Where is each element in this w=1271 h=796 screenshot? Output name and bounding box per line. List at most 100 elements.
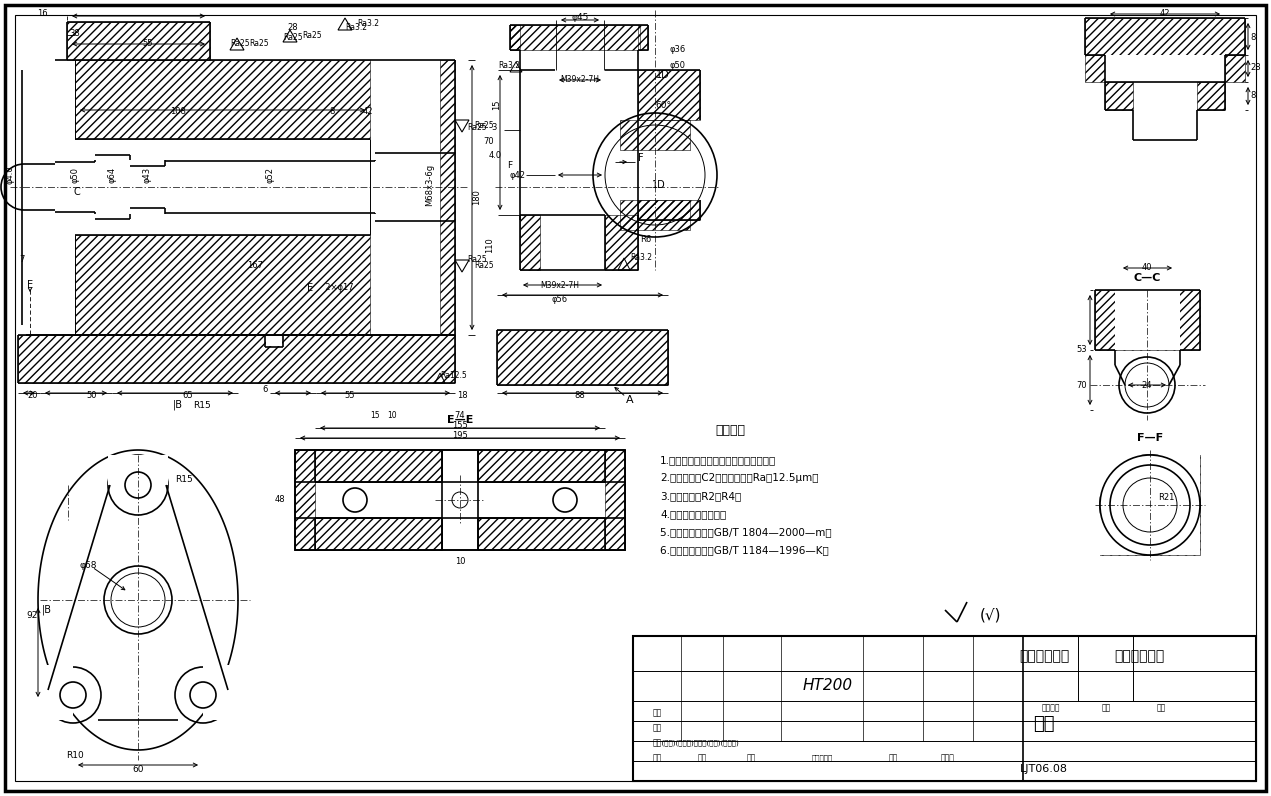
Text: 16: 16 <box>37 10 47 18</box>
Text: φ50: φ50 <box>670 60 686 69</box>
Text: 5.未注尺寸公差按GB/T 1804—2000—m。: 5.未注尺寸公差按GB/T 1804—2000—m。 <box>660 527 831 537</box>
Bar <box>1104 55 1225 82</box>
Text: 附极标记: 附极标记 <box>1042 704 1060 712</box>
Text: 70: 70 <box>1077 380 1087 389</box>
Text: φ50: φ50 <box>70 167 80 183</box>
Text: Ra25: Ra25 <box>466 256 487 264</box>
Text: 8: 8 <box>1249 33 1256 41</box>
Text: 处数: 处数 <box>698 754 707 763</box>
Bar <box>638 25 648 50</box>
Text: 标记: 标记 <box>652 754 662 763</box>
Text: A: A <box>627 395 634 405</box>
Text: E: E <box>27 280 33 290</box>
Text: 180: 180 <box>473 189 482 205</box>
Bar <box>497 330 669 385</box>
Text: Ra25: Ra25 <box>249 40 268 49</box>
Text: 2.未注倒角为C2，表面粗糙度Ra为12.5μm。: 2.未注倒角为C2，表面粗糙度Ra为12.5μm。 <box>660 473 819 483</box>
Text: 92: 92 <box>27 611 38 619</box>
Text: φ64: φ64 <box>108 167 117 183</box>
Text: Ra25: Ra25 <box>283 33 302 41</box>
Bar <box>1099 455 1200 555</box>
Bar <box>638 200 700 220</box>
Bar <box>1104 82 1132 110</box>
Bar <box>510 25 520 50</box>
Bar <box>520 215 540 270</box>
Bar <box>67 22 210 60</box>
Bar <box>75 60 370 139</box>
Text: Ra3.2: Ra3.2 <box>344 24 367 33</box>
Bar <box>620 200 690 230</box>
Text: φ68: φ68 <box>80 560 98 569</box>
Text: 1D: 1D <box>656 70 670 80</box>
Bar <box>1225 55 1246 82</box>
Text: Ra3.2: Ra3.2 <box>498 60 520 69</box>
Text: 15: 15 <box>370 411 380 419</box>
Text: Ra25: Ra25 <box>466 123 487 131</box>
Text: 42: 42 <box>362 107 374 116</box>
Text: 38: 38 <box>70 29 80 37</box>
Text: M39x2-7H: M39x2-7H <box>561 76 600 84</box>
Text: M39x2-7H: M39x2-7H <box>540 280 580 290</box>
Text: 3.未注圆角为R2～R4。: 3.未注圆角为R2～R4。 <box>660 491 741 501</box>
Text: (√): (√) <box>980 607 1002 622</box>
Text: 1.铸件不得有气孔、裂纹及砂眼等缺陷。: 1.铸件不得有气孔、裂纹及砂眼等缺陷。 <box>660 455 777 465</box>
Text: φ56: φ56 <box>552 295 568 305</box>
Text: R21: R21 <box>1158 494 1174 502</box>
Text: R15: R15 <box>193 400 211 409</box>
Text: 比例: 比例 <box>1157 704 1166 712</box>
Text: 质量: 质量 <box>1102 704 1111 712</box>
Text: C—C: C—C <box>1134 273 1160 283</box>
Text: φ52: φ52 <box>266 167 275 183</box>
Bar <box>1099 455 1200 555</box>
Text: φ45: φ45 <box>571 14 588 22</box>
Bar <box>510 25 641 50</box>
Bar <box>108 455 168 485</box>
Bar <box>1115 290 1179 350</box>
Bar <box>24 163 50 211</box>
Text: F: F <box>507 161 512 170</box>
Text: Ra12.5: Ra12.5 <box>440 370 466 380</box>
Bar <box>295 450 625 550</box>
Text: 60: 60 <box>132 766 144 775</box>
Text: 签名: 签名 <box>888 754 897 763</box>
Bar <box>440 60 455 335</box>
Text: M68x3-6g: M68x3-6g <box>426 164 435 206</box>
Text: 8: 8 <box>1249 92 1256 100</box>
Text: Ra3.2: Ra3.2 <box>357 19 379 29</box>
Text: 1D: 1D <box>652 180 666 190</box>
Text: E: E <box>306 283 313 293</box>
Text: 48: 48 <box>275 495 285 505</box>
Text: 20: 20 <box>28 391 38 400</box>
Text: 分区: 分区 <box>746 754 756 763</box>
Bar <box>203 665 233 720</box>
Bar <box>266 336 282 346</box>
Text: φ36: φ36 <box>670 45 686 54</box>
Text: F: F <box>638 153 643 163</box>
Text: 18: 18 <box>456 391 468 400</box>
Text: 155: 155 <box>452 420 468 430</box>
Text: F—F: F—F <box>1138 433 1163 443</box>
Text: 28: 28 <box>287 22 299 32</box>
Bar <box>605 215 638 270</box>
Text: 设计: 设计 <box>652 739 662 747</box>
Text: 4.0: 4.0 <box>489 150 502 159</box>
Text: 55: 55 <box>142 40 154 49</box>
Bar <box>1096 290 1200 350</box>
Text: C: C <box>74 187 80 197</box>
Text: 技术要求: 技术要求 <box>716 423 745 436</box>
Text: 8: 8 <box>329 107 334 116</box>
Text: (签名)(年月日)标准化(签名)(年月日): (签名)(年月日)标准化(签名)(年月日) <box>657 739 738 747</box>
Bar <box>1132 110 1197 140</box>
Text: 60°: 60° <box>655 100 671 110</box>
Bar <box>633 636 1256 781</box>
Text: 70: 70 <box>483 138 494 146</box>
Text: |B: |B <box>173 400 183 410</box>
Text: 108: 108 <box>170 107 186 116</box>
Text: 制图: 制图 <box>652 724 662 732</box>
Text: R15: R15 <box>175 475 193 485</box>
Bar <box>295 450 315 550</box>
Bar <box>315 450 442 482</box>
Text: 24: 24 <box>1141 380 1153 389</box>
Bar <box>478 518 605 550</box>
Text: φ43: φ43 <box>142 167 151 183</box>
